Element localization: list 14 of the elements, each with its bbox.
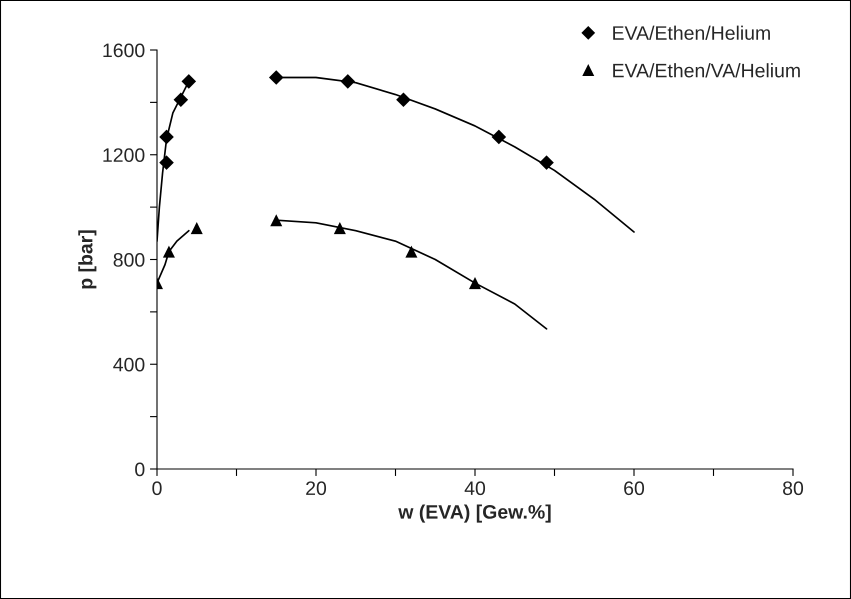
y-tick-label: 0 [135, 462, 144, 476]
y-tick-label: 400 [113, 358, 144, 372]
x-tick-label: 80 [783, 481, 804, 496]
x-tick-label: 40 [464, 481, 486, 496]
x-tick-label: 20 [306, 481, 326, 496]
y-axis-title: p [bar] [78, 230, 96, 288]
x-axis-title: w (EVA) [Gew.%] [398, 504, 551, 523]
legend-label: EVA/Ethen/VA/Helium [613, 63, 800, 78]
y-tick-label: 800 [114, 252, 144, 267]
y-tick-label: 1600 [103, 43, 144, 58]
legend-label: EVA/Ethen/Helium [613, 26, 770, 40]
x-tick-label: 60 [624, 481, 644, 496]
y-tick-label: 1200 [103, 148, 144, 162]
x-tick-label: 0 [152, 481, 162, 496]
